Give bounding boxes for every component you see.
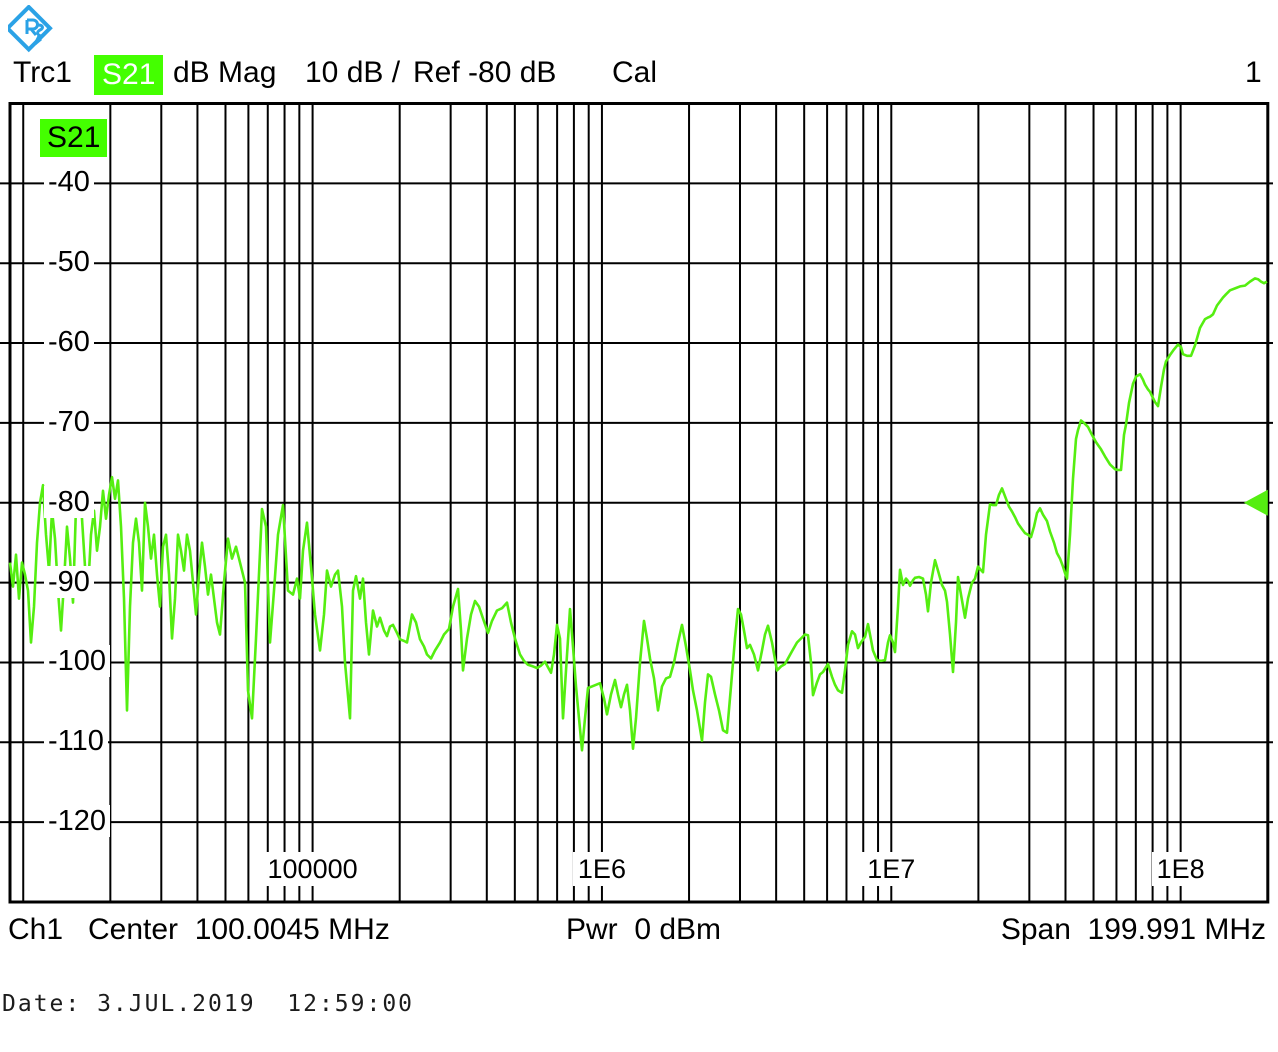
scale-per-div-label[interactable]: 10 dB /: [305, 56, 401, 89]
y-axis-tick-label: -80: [44, 485, 94, 518]
x-axis-tick-label: 1E8: [1151, 852, 1210, 886]
y-axis-tick-label: -70: [44, 405, 94, 438]
channel-label: Ch1: [8, 913, 64, 946]
reference-level-label[interactable]: Ref -80 dB: [413, 56, 557, 89]
reference-level-marker-icon: [1243, 489, 1268, 516]
y-axis-tick-label: -40: [44, 166, 94, 199]
x-axis-tick-label: 1E7: [862, 852, 921, 886]
y-axis-tick-label: -110: [44, 725, 108, 758]
x-axis-tick-label: 1E6: [572, 852, 631, 886]
trace-format-label[interactable]: dB Mag: [173, 56, 277, 89]
y-axis-tick-label: -90: [44, 565, 94, 598]
rohde-schwarz-logo-icon: [8, 5, 53, 53]
s21-trace: [8, 277, 1268, 752]
span-label[interactable]: Span 199.991 MHz: [1000, 913, 1266, 946]
trace-number-label: 1: [1245, 56, 1262, 89]
y-axis-tick-label: -50: [44, 246, 94, 279]
date-time-label: Date: 3.JUL.2019 12:59:00: [2, 991, 415, 1017]
trace-name-label[interactable]: Trc1: [13, 56, 72, 89]
y-axis-tick-label: -100: [44, 645, 111, 678]
source-power-label[interactable]: Pwr 0 dBm: [566, 913, 722, 946]
y-axis-tick-label: -120: [44, 805, 111, 838]
x-axis-tick-label: 100000: [262, 852, 363, 886]
measured-parameter-badge[interactable]: S21: [94, 55, 164, 95]
trace-label-badge[interactable]: S21: [40, 119, 108, 157]
y-axis-tick-label: -60: [44, 326, 94, 359]
center-frequency-label[interactable]: Center 100.0045 MHz: [88, 913, 390, 946]
cal-status-label: Cal: [612, 56, 658, 89]
